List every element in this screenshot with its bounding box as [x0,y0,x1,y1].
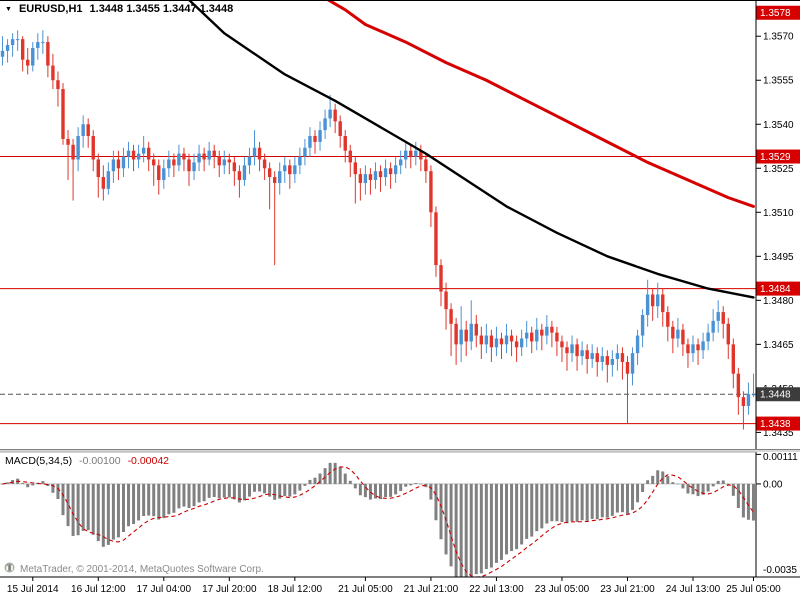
price-tick-label: 1.3465 [763,340,794,351]
time-axis-label: 18 Jul 12:00 [268,584,323,595]
price-level-label: 1.3578 [760,8,791,19]
macd-signal-line [2,466,754,578]
time-axis-label: 25 Jul 05:00 [726,584,781,595]
price-tick-label: 1.3435 [763,428,794,439]
chart-title: ▼ EURUSD,H1 1.3448 1.3455 1.3447 1.3448 [5,3,233,15]
time-axis-label: 23 Jul 05:00 [535,584,590,595]
macd-indicator-label: MACD(5,34,5) -0.00100 -0.00042 [5,455,169,467]
time-axis: 15 Jul 2014 16 Jul 12:00 17 Jul 04:00 17 Ju… [0,576,800,595]
price-level-label: 1.3448 [760,390,791,401]
price-axis-scale[interactable] [756,0,800,577]
panel-divider [0,449,800,453]
macd-tick-label: -0.0035 [763,565,797,576]
macd-histogram [1,462,755,577]
macd-main-value: -0.00100 [79,455,121,467]
metatrader-watermark: MetaTrader, © 2001-2014, MetaQuotes Soft… [4,562,264,576]
time-axis-label: 21 Jul 05:00 [338,584,393,595]
time-axis-label: 17 Jul 20:00 [202,584,257,595]
ma-black-line [187,0,755,299]
price-tick-label: 1.3555 [763,76,794,87]
price-tick-label: 1.3510 [763,208,794,219]
time-axis-label: 21 Jul 21:00 [404,584,459,595]
main-chart-surface[interactable] [0,1,756,450]
time-axis-label: 16 Jul 12:00 [71,584,126,595]
macd-tick-label: 0.00 [763,479,783,490]
macd-tick-label: 0.00111 [763,452,798,463]
price-level-label: 1.3438 [760,419,791,430]
metaquotes-logo-icon [4,562,15,576]
price-tick-label: 1.3480 [763,296,794,307]
macd-panel-surface[interactable] [0,452,756,577]
symbol-marker-icon: ▼ [5,5,12,13]
time-axis-label: 15 Jul 2014 [7,584,59,595]
ma-red-line [325,0,755,208]
macd-signal-value: -0.00042 [127,455,170,467]
time-axis-label: 17 Jul 04:00 [137,584,192,595]
time-axis-scale[interactable] [0,577,800,600]
price-level-label: 1.3484 [760,284,791,295]
price-level-lines [0,156,756,425]
chart-ohlc-values: 1.3448 1.3455 1.3447 1.3448 [89,3,234,15]
price-tick-label: 1.3540 [763,120,794,131]
time-axis-label: 22 Jul 13:00 [469,584,524,595]
candles-layer [0,30,756,430]
time-axis-label: 23 Jul 21:00 [600,584,655,595]
price-level-labels: 1.3578 1.3529 1.3484 1.3448 1.3438 [756,5,800,431]
price-tick-label: 1.3570 [763,32,794,43]
price-tick-label: 1.3525 [763,164,794,175]
chart-symbol-period: EURUSD,H1 [18,3,83,15]
price-level-label: 1.3529 [760,152,791,163]
time-axis-label: 24 Jul 13:00 [666,584,721,595]
macd-name: MACD(5,34,5) [5,455,73,467]
watermark-text: MetaTrader, © 2001-2014, MetaQuotes Soft… [20,563,264,575]
price-tick-label: 1.3495 [763,252,794,263]
